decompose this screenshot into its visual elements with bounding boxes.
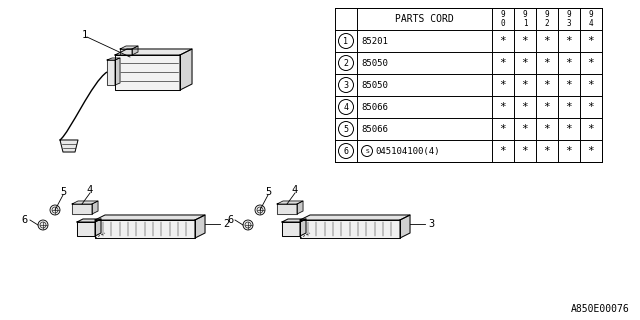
Polygon shape: [95, 215, 205, 220]
Polygon shape: [300, 215, 410, 220]
Text: *: *: [500, 146, 506, 156]
Polygon shape: [77, 222, 95, 236]
Text: *: *: [500, 124, 506, 134]
Text: 6: 6: [344, 147, 349, 156]
Text: 3: 3: [428, 219, 435, 229]
Text: *: *: [522, 146, 529, 156]
Text: *: *: [588, 36, 595, 46]
Text: 3: 3: [344, 81, 349, 90]
Text: 85050: 85050: [361, 81, 388, 90]
Circle shape: [50, 205, 60, 215]
Text: 9
2: 9 2: [545, 10, 549, 28]
Text: *: *: [522, 80, 529, 90]
Polygon shape: [300, 220, 400, 238]
Text: *: *: [543, 146, 550, 156]
Text: 1: 1: [344, 36, 349, 45]
Text: A850E00076: A850E00076: [572, 304, 630, 314]
Text: *: *: [522, 124, 529, 134]
Polygon shape: [297, 201, 303, 214]
Text: *: *: [566, 58, 572, 68]
Polygon shape: [120, 46, 138, 49]
Text: *: *: [522, 36, 529, 46]
Text: 9
3: 9 3: [566, 10, 572, 28]
Circle shape: [38, 220, 48, 230]
Polygon shape: [277, 201, 303, 204]
Polygon shape: [95, 220, 195, 238]
Polygon shape: [282, 219, 306, 222]
Text: 2: 2: [223, 219, 229, 229]
Polygon shape: [60, 140, 78, 152]
Text: 9
1: 9 1: [523, 10, 527, 28]
Text: 1: 1: [82, 30, 88, 40]
Polygon shape: [115, 49, 192, 55]
Polygon shape: [277, 204, 297, 214]
Text: S: S: [365, 148, 369, 154]
Text: 5: 5: [265, 187, 271, 197]
Text: 5: 5: [344, 124, 349, 133]
Text: *: *: [588, 102, 595, 112]
Text: *: *: [588, 80, 595, 90]
Text: *: *: [543, 124, 550, 134]
Circle shape: [243, 220, 253, 230]
Polygon shape: [77, 219, 101, 222]
Text: *: *: [500, 102, 506, 112]
Text: 045104100(4): 045104100(4): [375, 147, 440, 156]
Text: *: *: [543, 80, 550, 90]
Polygon shape: [92, 201, 98, 214]
Bar: [335, 8, 602, 162]
Polygon shape: [180, 49, 192, 90]
Text: 9
0: 9 0: [500, 10, 506, 28]
Text: *: *: [566, 80, 572, 90]
Polygon shape: [72, 201, 98, 204]
Text: PARTS CORD: PARTS CORD: [395, 14, 454, 24]
Text: 4: 4: [87, 185, 93, 195]
Text: 9
4: 9 4: [589, 10, 593, 28]
Polygon shape: [95, 219, 101, 236]
Polygon shape: [282, 222, 300, 236]
Text: *: *: [588, 146, 595, 156]
Text: 5: 5: [60, 187, 66, 197]
Polygon shape: [132, 46, 138, 55]
Polygon shape: [115, 55, 180, 90]
Text: *: *: [500, 58, 506, 68]
Circle shape: [255, 205, 265, 215]
Text: 85066: 85066: [361, 124, 388, 133]
Text: *: *: [543, 36, 550, 46]
Text: *: *: [543, 102, 550, 112]
Text: 85201: 85201: [361, 36, 388, 45]
Polygon shape: [72, 204, 92, 214]
Text: *: *: [588, 58, 595, 68]
Polygon shape: [115, 58, 120, 85]
Polygon shape: [195, 215, 205, 238]
Text: *: *: [522, 58, 529, 68]
Polygon shape: [107, 60, 115, 85]
Text: *: *: [543, 58, 550, 68]
Text: *: *: [522, 102, 529, 112]
Text: *: *: [566, 36, 572, 46]
Text: 85050: 85050: [361, 59, 388, 68]
Text: 6: 6: [227, 215, 233, 225]
Text: *: *: [566, 146, 572, 156]
Text: 6: 6: [22, 215, 28, 225]
Text: *: *: [500, 36, 506, 46]
Text: 2: 2: [344, 59, 349, 68]
Text: *: *: [566, 124, 572, 134]
Text: *: *: [500, 80, 506, 90]
Polygon shape: [120, 49, 132, 55]
Text: *: *: [588, 124, 595, 134]
Text: 4: 4: [292, 185, 298, 195]
Text: 85066: 85066: [361, 102, 388, 111]
Polygon shape: [300, 219, 306, 236]
Text: 4: 4: [344, 102, 349, 111]
Text: *: *: [566, 102, 572, 112]
Polygon shape: [400, 215, 410, 238]
Polygon shape: [107, 58, 120, 60]
